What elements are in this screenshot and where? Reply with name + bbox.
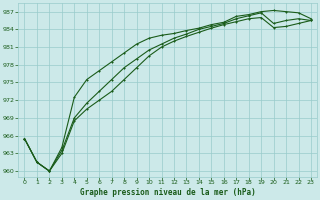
X-axis label: Graphe pression niveau de la mer (hPa): Graphe pression niveau de la mer (hPa) xyxy=(80,188,256,197)
